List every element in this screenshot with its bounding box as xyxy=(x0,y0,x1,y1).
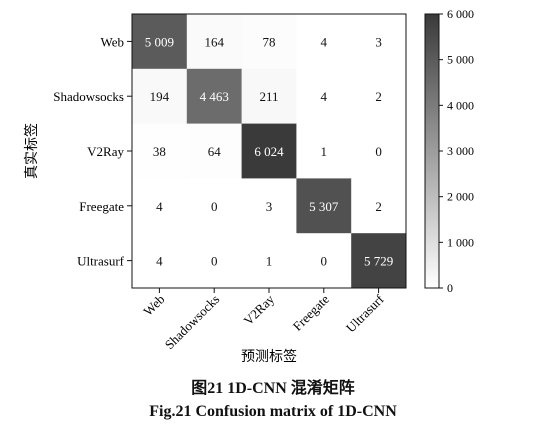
matrix-cell-label: 38 xyxy=(153,144,166,159)
matrix-cell-label: 5 307 xyxy=(309,199,339,214)
matrix-cell-label: 6 024 xyxy=(254,144,284,159)
matrix-cell xyxy=(132,14,188,70)
matrix-cell xyxy=(241,14,297,70)
matrix-cell xyxy=(296,178,352,234)
row-tick-label: Shadowsocks xyxy=(53,89,124,104)
row-tick-label: Freegate xyxy=(79,199,124,214)
matrix-cell xyxy=(186,14,242,70)
matrix-cell-label: 4 xyxy=(156,254,163,269)
matrix-cell xyxy=(132,68,188,124)
colorbar-ticks: 0 1 000 2 000 3 000 4 000 5 000 6 000 xyxy=(439,7,474,295)
col-tick-label: Ultrasurf xyxy=(343,291,387,335)
matrix-cell-label: 5 729 xyxy=(364,254,393,269)
matrix-cell xyxy=(351,123,407,179)
matrix-cell-label: 64 xyxy=(208,144,222,159)
matrix-cells xyxy=(132,14,407,289)
colorbar xyxy=(424,13,440,289)
figure-caption-chinese: 图21 1D-CNN 混淆矩阵 xyxy=(191,380,355,397)
matrix-cell xyxy=(186,233,242,289)
matrix-cell-labels: 5 009 164 78 4 3 194 4 463 211 4 2 38 64 6 024 1 0 4 0 3 5… xyxy=(145,34,393,268)
row-tick-label: Web xyxy=(101,34,125,49)
matrix-cell-label: 211 xyxy=(259,89,278,104)
matrix-cell-label: 0 xyxy=(211,254,218,269)
matrix-cell xyxy=(241,178,297,234)
matrix-cell xyxy=(351,68,407,124)
matrix-cell xyxy=(296,233,352,289)
matrix-cell xyxy=(296,14,352,70)
matrix-cell-label: 2 xyxy=(375,89,382,104)
colorbar-tick-label: 0 xyxy=(447,281,453,295)
matrix-cell-label: 3 xyxy=(375,34,382,49)
matrix-cell xyxy=(132,123,188,179)
x-axis-label: 预测标签 xyxy=(241,348,297,365)
colorbar-tick-label: 4 000 xyxy=(447,98,474,112)
confusion-matrix-chart: 5 009 164 78 4 3 194 4 463 211 4 2 38 64 6 024 1 0 4 0 3 5… xyxy=(23,7,474,365)
matrix-cell xyxy=(296,123,352,179)
matrix-cell-label: 0 xyxy=(375,144,382,159)
matrix-cell xyxy=(296,68,352,124)
matrix-cell xyxy=(186,178,242,234)
matrix-cell-label: 1 xyxy=(321,144,328,159)
col-tick-label: Web xyxy=(140,292,167,319)
matrix-cell-label: 4 xyxy=(321,34,328,49)
colorbar-tick-label: 3 000 xyxy=(447,144,474,158)
figure-caption-english: Fig.21 Confusion matrix of 1D-CNN xyxy=(149,403,397,420)
colorbar-tick-label: 5 000 xyxy=(447,53,474,67)
matrix-cell-label: 5 009 xyxy=(145,34,174,49)
col-tick-label: V2Ray xyxy=(240,291,277,328)
y-axis-label: 真实标签 xyxy=(23,123,40,179)
matrix-cell-label: 0 xyxy=(321,254,328,269)
colorbar-tick-label: 1 000 xyxy=(447,235,474,249)
matrix-cell xyxy=(241,68,297,124)
matrix-cell xyxy=(351,233,407,289)
matrix-cell-label: 2 xyxy=(375,199,382,214)
col-tick-label: Shadowsocks xyxy=(162,292,223,353)
matrix-cell-label: 164 xyxy=(204,34,224,49)
colorbar-tick-label: 6 000 xyxy=(447,7,474,21)
row-tick-label: Ultrasurf xyxy=(77,254,125,269)
matrix-cell-label: 1 xyxy=(266,254,273,269)
colorbar-tick-label: 2 000 xyxy=(447,190,474,204)
matrix-cell-label: 4 463 xyxy=(200,89,229,104)
matrix-cell-label: 0 xyxy=(211,199,218,214)
matrix-cell xyxy=(186,123,242,179)
row-tick-labels: Web Shadowsocks V2Ray Freegate Ultrasurf xyxy=(53,34,132,269)
col-tick-label: Freegate xyxy=(290,291,332,333)
matrix-cell xyxy=(132,178,188,234)
matrix-cell-label: 194 xyxy=(150,89,170,104)
matrix-cell xyxy=(351,14,407,70)
row-tick-label: V2Ray xyxy=(87,144,124,159)
matrix-cell-label: 3 xyxy=(266,199,273,214)
matrix-cell xyxy=(186,68,242,124)
matrix-cell-label: 78 xyxy=(263,34,276,49)
matrix-cell-label: 4 xyxy=(156,199,163,214)
matrix-cell xyxy=(132,233,188,289)
matrix-cell-label: 4 xyxy=(321,89,328,104)
matrix-cell xyxy=(241,123,297,179)
matrix-cell xyxy=(241,233,297,289)
matrix-cell xyxy=(351,178,407,234)
